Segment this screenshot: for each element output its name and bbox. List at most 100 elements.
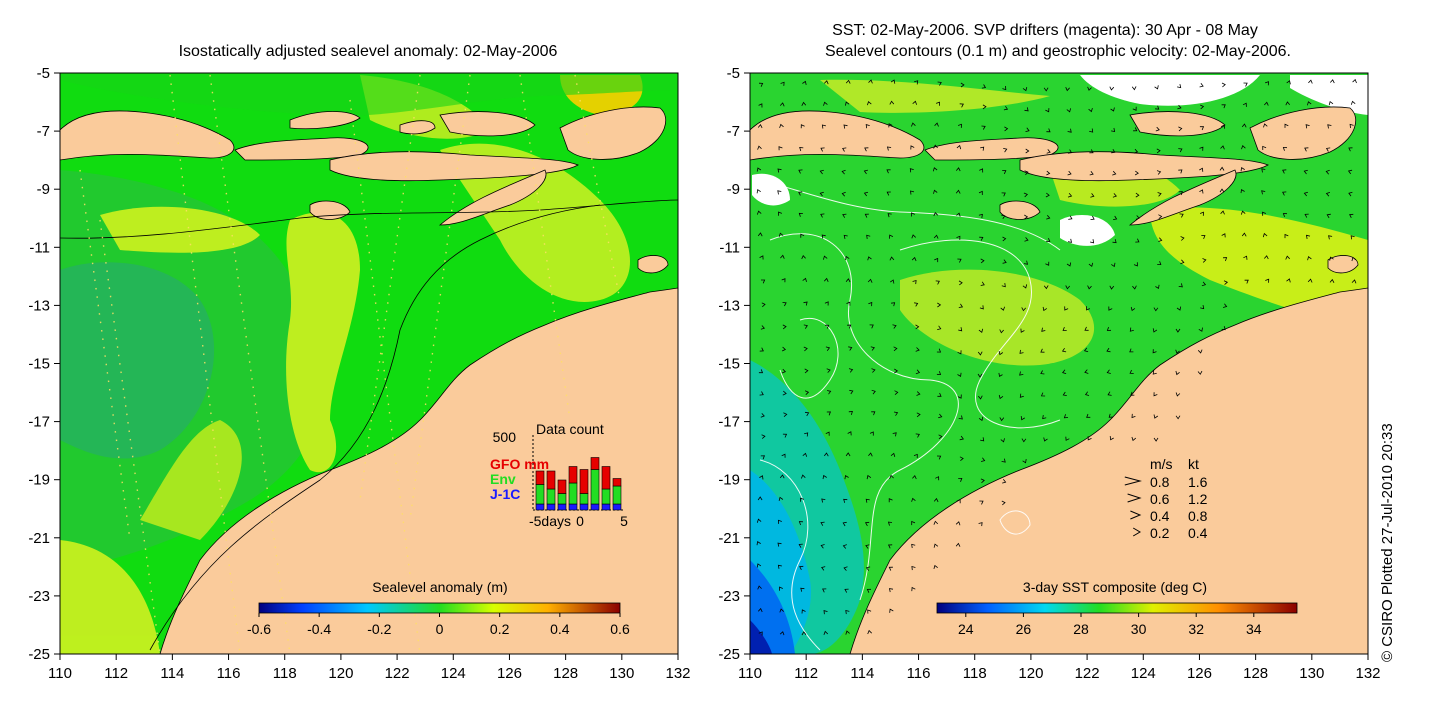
left-xtick-label-130: 130 bbox=[609, 665, 634, 682]
velocity-vector-332 bbox=[936, 348, 942, 353]
velocity-vector-506 bbox=[889, 608, 894, 613]
velocity-vector-289 bbox=[958, 303, 964, 308]
data-count-inset: Data count 500 GFO mm Env J-1C -5days 0 … bbox=[490, 421, 628, 529]
velocity-vector-499 bbox=[911, 586, 916, 592]
velocity-vector-477 bbox=[842, 544, 847, 549]
velocity-vector-99 bbox=[1089, 149, 1094, 154]
velocity-vector-39 bbox=[1003, 105, 1009, 111]
velocity-vector-194 bbox=[1326, 213, 1331, 219]
velocity-vector-293 bbox=[1042, 306, 1048, 312]
velocity-legend: m/s kt 0.8 1.60.6 1.20.4 0.80.2 0.4 bbox=[1124, 456, 1208, 541]
velocity-vector-44 bbox=[1110, 107, 1115, 112]
inset-bar-gfo-day-3 bbox=[546, 470, 556, 490]
velocity-vector-431 bbox=[890, 452, 896, 458]
velocity-vector-106 bbox=[1241, 144, 1246, 150]
left-map bbox=[60, 73, 678, 654]
velocity-vector-14 bbox=[1065, 87, 1070, 92]
velocity-legend-ms-0: 0.8 bbox=[1150, 474, 1170, 490]
left-colorbar-tick-label-4: 0.2 bbox=[490, 621, 510, 637]
right-colorbar-label: 3-day SST composite (deg C) bbox=[1023, 579, 1207, 595]
velocity-vector-253 bbox=[781, 278, 786, 283]
velocity-vector-207 bbox=[1002, 236, 1007, 242]
left-colorbar-ticks: -0.6 -0.4 -0.2 0 0.2 0.4 0.6 bbox=[247, 613, 630, 637]
velocity-vector-171 bbox=[820, 213, 825, 218]
right-xtick-label-128: 128 bbox=[1243, 665, 1268, 682]
velocity-vector-443 bbox=[866, 474, 872, 480]
velocity-vector-116 bbox=[841, 169, 846, 175]
velocity-vector-408 bbox=[804, 432, 809, 437]
velocity-vector-442 bbox=[844, 474, 849, 480]
velocity-vector-304 bbox=[803, 324, 808, 329]
velocity-vector-37 bbox=[959, 103, 964, 108]
velocity-vector-416 bbox=[980, 437, 985, 442]
velocity-vector-323 bbox=[1221, 326, 1226, 331]
velocity-vector-199 bbox=[821, 234, 826, 239]
velocity-vector-221 bbox=[1306, 234, 1311, 239]
velocity-vector-402 bbox=[1108, 413, 1113, 418]
velocity-vector-4 bbox=[845, 79, 851, 84]
velocity-vector-166 bbox=[1325, 192, 1331, 197]
velocity-vector-438 bbox=[759, 475, 764, 480]
velocity-vector-210 bbox=[1067, 238, 1073, 243]
velocity-vector-123 bbox=[1002, 170, 1007, 175]
velocity-vector-127 bbox=[1089, 170, 1094, 176]
left-xtick-label-126: 126 bbox=[497, 665, 522, 682]
velocity-vector-29 bbox=[779, 102, 785, 107]
velocity-vector-126 bbox=[1067, 170, 1072, 176]
velocity-vector-308 bbox=[892, 324, 897, 329]
velocity-vector-483 bbox=[756, 563, 762, 568]
velocity-vector-349 bbox=[848, 368, 854, 373]
velocity-vector-148 bbox=[933, 189, 938, 194]
velocity-vector-114 bbox=[798, 169, 803, 174]
velocity-vector-131 bbox=[1178, 169, 1183, 174]
velocity-vector-133 bbox=[1219, 166, 1225, 171]
velocity-vector-269 bbox=[1132, 285, 1137, 290]
velocity-vector-13 bbox=[1043, 87, 1049, 92]
velocity-vector-479 bbox=[887, 544, 893, 549]
left-colorbar-tick-label-2: -0.2 bbox=[367, 621, 391, 637]
velocity-vector-150 bbox=[978, 190, 983, 195]
inset-bar-env-day-3 bbox=[546, 488, 556, 505]
left-xtick-label-124: 124 bbox=[441, 665, 466, 682]
right-colorbar bbox=[936, 602, 1298, 614]
velocity-vector-418 bbox=[1021, 438, 1027, 443]
inset-bar-j1-day-4 bbox=[535, 503, 545, 511]
velocity-vector-469 bbox=[911, 520, 916, 526]
velocity-vector-2 bbox=[802, 80, 807, 85]
velocity-legend-arrow-1 bbox=[1127, 493, 1142, 503]
velocity-vector-141 bbox=[777, 190, 782, 195]
velocity-vector-58 bbox=[800, 124, 805, 129]
right-ytick-label--7: -7 bbox=[727, 123, 740, 140]
velocity-vector-77 bbox=[1220, 124, 1225, 129]
velocity-vector-42 bbox=[1066, 108, 1071, 113]
inset-bar-j1-day-2 bbox=[557, 503, 567, 511]
left-ytick-label--19: -19 bbox=[28, 472, 50, 489]
velocity-vector-97 bbox=[1046, 149, 1051, 154]
right-ytick-label--15: -15 bbox=[718, 356, 740, 373]
velocity-vector-297 bbox=[1130, 306, 1136, 312]
velocity-vector-60 bbox=[843, 124, 848, 129]
right-axes: 110 112 114 116 118 120 122 124 126 128 130 132 -5 -7… bbox=[718, 65, 1380, 682]
velocity-vector-356 bbox=[998, 372, 1003, 378]
velocity-vector-92 bbox=[933, 144, 938, 149]
velocity-vector-453 bbox=[821, 498, 826, 503]
velocity-vector-124 bbox=[1024, 170, 1029, 176]
velocity-vector-271 bbox=[1178, 283, 1183, 288]
velocity-vector-404 bbox=[1153, 414, 1159, 419]
velocity-vector-480 bbox=[911, 543, 916, 549]
velocity-vector-249 bbox=[1307, 256, 1312, 261]
inset-label-j1c: J-1C bbox=[490, 486, 520, 502]
inset-bar-j1-day-1 bbox=[568, 503, 578, 511]
velocity-vector-161 bbox=[1219, 188, 1225, 193]
velocity-vector-334 bbox=[977, 351, 983, 356]
velocity-vector-155 bbox=[1090, 193, 1095, 198]
velocity-vector-435 bbox=[981, 457, 986, 462]
velocity-vector-156 bbox=[1112, 193, 1117, 198]
velocity-vector-200 bbox=[843, 234, 848, 239]
velocity-vector-512 bbox=[867, 629, 872, 635]
velocity-vector-181 bbox=[1046, 215, 1051, 220]
velocity-vector-423 bbox=[1131, 436, 1137, 442]
velocity-vector-27 bbox=[1352, 78, 1357, 84]
velocity-vector-257 bbox=[867, 278, 873, 283]
velocity-vector-370 bbox=[849, 389, 854, 395]
